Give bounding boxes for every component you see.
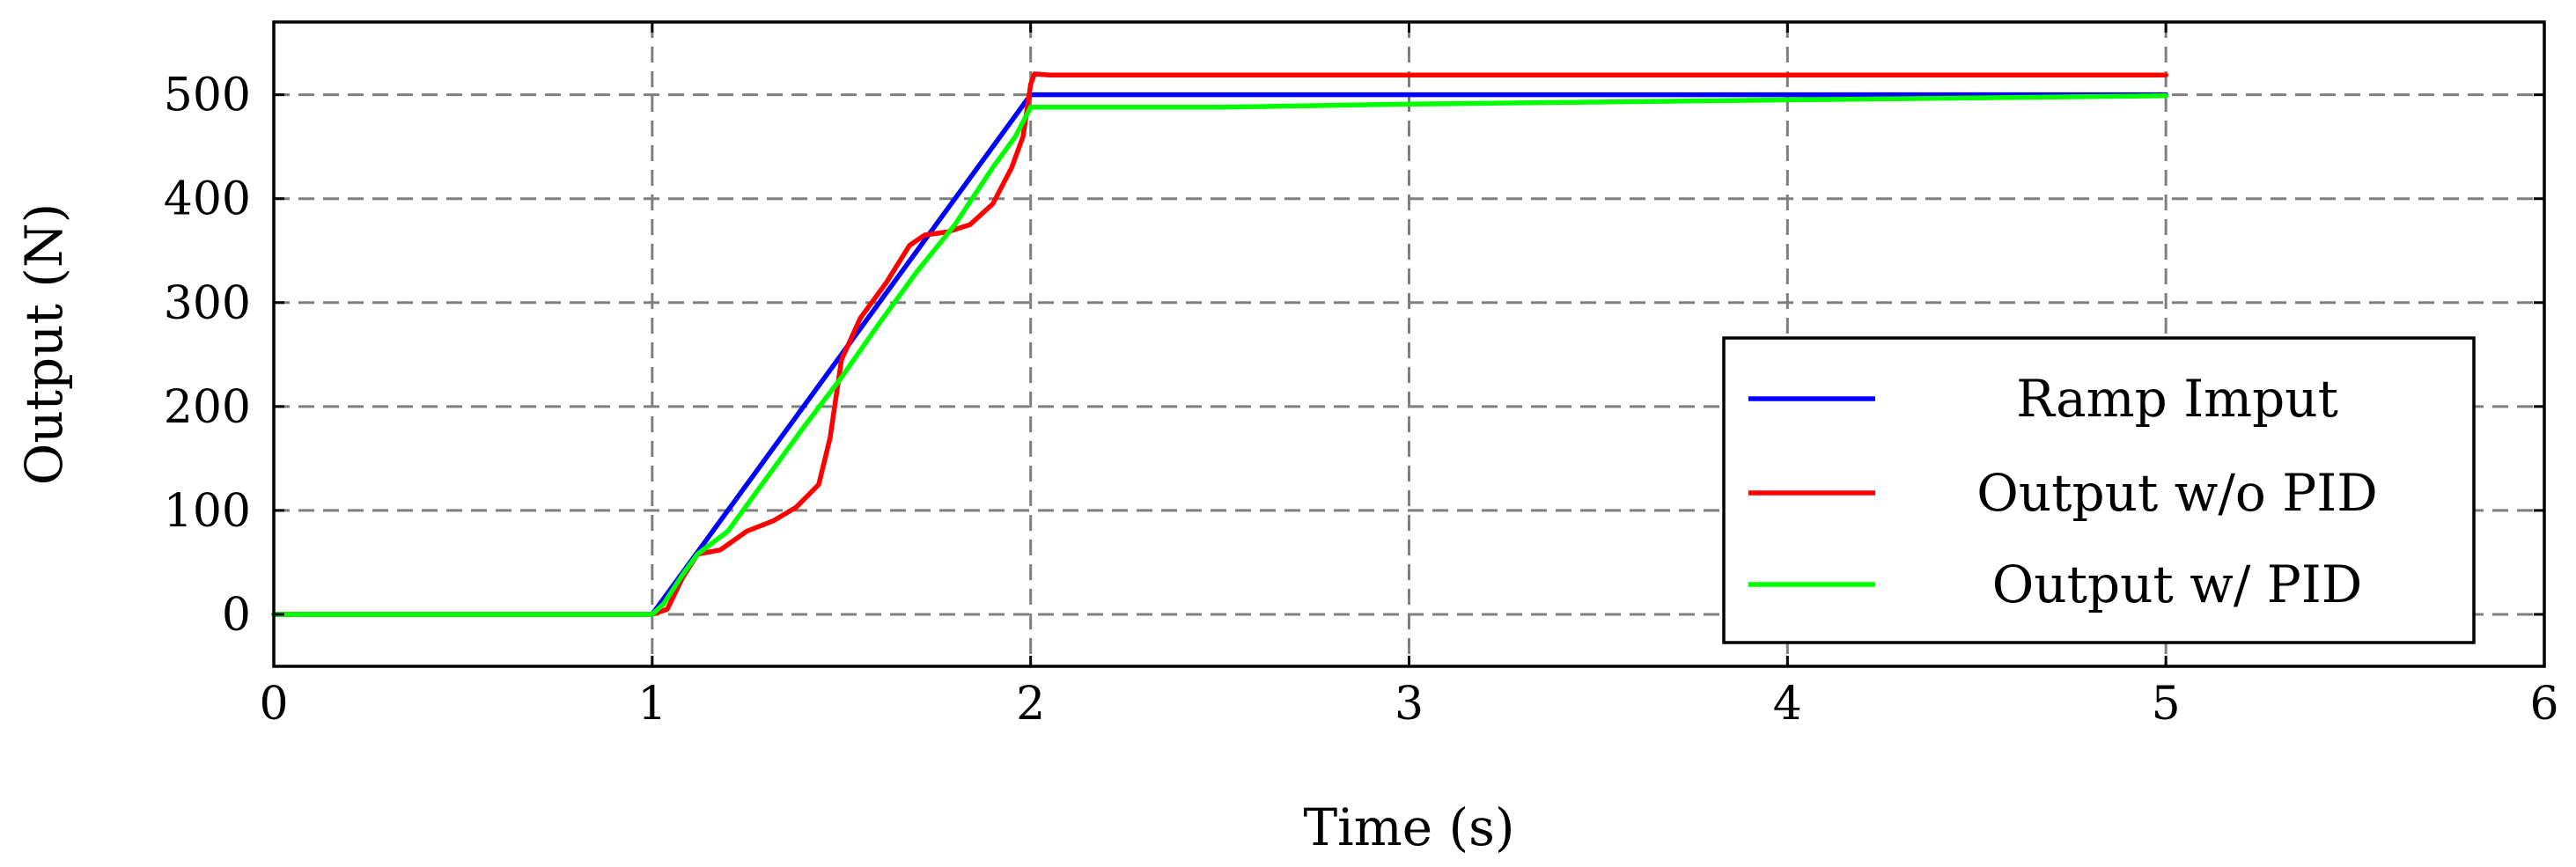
- x-tick-label: 1: [637, 678, 666, 731]
- legend-box: [1722, 336, 2476, 644]
- grid-lines: [274, 22, 2544, 666]
- y-tick-label: 300: [164, 277, 251, 330]
- axis-tick-labels: 0 1 2 3 4 5 6 0 100 200 300 400 500: [164, 70, 2559, 731]
- y-tick-label: 500: [164, 70, 251, 122]
- x-tick-label: 3: [1395, 678, 1424, 731]
- series-lines: [271, 71, 2168, 617]
- legend-label-ramp-imput: Ramp Imput: [2016, 369, 2338, 429]
- legend: Ramp Imput Output w/o PID Output w/ PID: [1722, 336, 2476, 644]
- y-axis-label: Output (N): [14, 203, 74, 485]
- series-line-output-w-pid: [271, 93, 2168, 617]
- x-tick-label: 0: [259, 678, 288, 731]
- x-tick-label: 2: [1016, 678, 1045, 731]
- y-tick-label: 200: [164, 381, 251, 434]
- y-tick-label: 100: [164, 485, 251, 538]
- legend-label-output-with-pid: Output w/ PID: [1992, 555, 2363, 614]
- x-tick-label: 6: [2529, 678, 2558, 731]
- x-tick-label: 5: [2152, 678, 2181, 731]
- legend-label-output-without-pid: Output w/o PID: [1976, 463, 2377, 523]
- y-tick-label: 0: [222, 589, 251, 642]
- axis-ticks: [272, 22, 2546, 666]
- y-tick-label: 400: [164, 173, 251, 226]
- x-tick-label: 4: [1773, 678, 1802, 731]
- x-axis-label: Time (s): [1303, 797, 1514, 857]
